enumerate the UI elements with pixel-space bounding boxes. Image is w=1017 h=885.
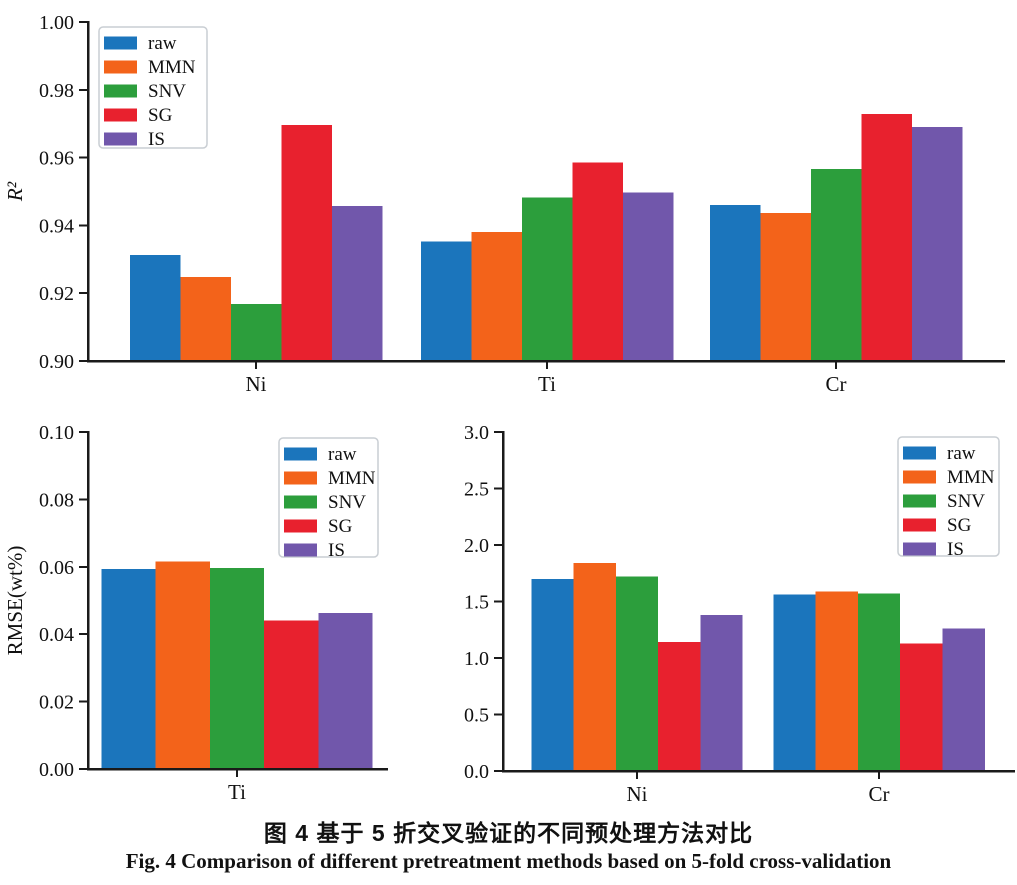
bar-SNV-Ti [209, 567, 265, 769]
bar-SNV-Cr [810, 168, 862, 361]
figure-caption-english: Fig. 4 Comparison of different pretreatm… [125, 849, 892, 873]
bar-SNV-Ni [615, 576, 659, 771]
bar-SNV-Ni [230, 304, 282, 361]
x-tick-label: Cr [869, 782, 890, 806]
legend-swatch-IS [284, 543, 317, 557]
bar-SG-Ni [658, 642, 701, 771]
legend-swatch-MMN [104, 60, 137, 74]
y-tick-label: 0.00 [39, 759, 74, 781]
y-tick-label: 1.5 [464, 592, 489, 614]
bar-MMN-Ni [180, 276, 231, 361]
bar-SG-Ti [264, 620, 319, 769]
legend-swatch-MMN [903, 470, 936, 484]
legend-label-SG: SG [947, 515, 972, 536]
legend-label-MMN: MMN [328, 468, 376, 489]
y-tick-label: 0.5 [464, 705, 489, 727]
legend-swatch-SNV [284, 495, 317, 509]
y-tick-label: 0.02 [39, 692, 74, 714]
bar-MMN-Cr [815, 591, 858, 771]
legend-swatch-IS [903, 542, 936, 556]
bar-MMN-Cr [760, 213, 811, 361]
y-tick-label: 1.0 [464, 648, 489, 670]
bar-SNV-Cr [857, 593, 901, 771]
bar-MMN-Ni [573, 563, 616, 771]
r2-bar-chart: Ni Ti Cr 0.90 0.92 0.94 0.96 0.98 1.00 R² raw MMN SN… [0, 5, 1017, 410]
y-tick-label: 0.90 [39, 351, 74, 373]
legend-label-IS: IS [148, 129, 165, 150]
bar-raw-Ni [129, 254, 181, 361]
bar-SG-Cr [861, 113, 912, 362]
legend-swatch-SG [284, 519, 317, 533]
y-tick-label: 3.0 [464, 422, 489, 444]
legend-label-SNV: SNV [328, 492, 366, 513]
bar-SNV-Ti [521, 197, 573, 361]
legend-swatch-IS [104, 132, 137, 146]
bar-SG-Ti [572, 162, 623, 361]
y-tick-label: 0.92 [39, 283, 74, 305]
y-axis-label: RMSE(wt%) [3, 546, 27, 656]
x-tick-label: Ti [538, 372, 556, 396]
y-tick-label: 1.00 [39, 12, 74, 34]
legend-label-IS: IS [328, 540, 345, 561]
r2-chart-svg: Ni Ti Cr 0.90 0.92 0.94 0.96 0.98 1.00 R² raw MMN SN… [3, 12, 1005, 396]
legend-label-MMN: MMN [947, 467, 995, 488]
legend-label-SG: SG [328, 516, 353, 537]
bar-MMN-Ti [471, 232, 522, 361]
legend-swatch-SNV [903, 494, 936, 508]
legend-label-raw: raw [947, 443, 976, 464]
x-tick-label: Ni [246, 372, 267, 396]
bar-raw-Ti [420, 241, 472, 361]
bar-raw-Ni [531, 578, 574, 771]
legend-swatch-SG [104, 108, 137, 122]
bar-MMN-Ti [155, 561, 210, 769]
y-tick-label: 0.06 [39, 557, 74, 579]
bar-raw-Ti [101, 568, 156, 769]
bar-IS-Ti [622, 192, 674, 361]
legend-swatch-raw [903, 446, 936, 460]
y-axis-label: R² [3, 181, 27, 202]
bar-IS-Ni [700, 615, 743, 771]
legend-swatch-raw [284, 447, 317, 461]
y-tick-label: 0.96 [39, 148, 74, 170]
legend-label-SNV: SNV [148, 81, 186, 102]
x-tick-label: Cr [826, 372, 847, 396]
bar-IS-Ni [331, 206, 383, 361]
bar-IS-Ti [318, 613, 373, 769]
legend-swatch-raw [104, 36, 137, 50]
bar-raw-Cr [709, 205, 761, 361]
y-tick-label: 0.04 [39, 624, 74, 646]
y-tick-label: 0.08 [39, 489, 74, 511]
y-tick-label: 0.0 [464, 761, 489, 783]
legend-swatch-SG [903, 518, 936, 532]
bar-raw-Cr [773, 594, 816, 771]
figure-caption-chinese: 图 4 基于 5 折交叉验证的不同预处理方法对比 [263, 820, 754, 846]
rmse-ni-cr-bar-chart: Ni Cr 0.0 0.5 1.0 1.5 2.0 2.5 3.0 raw MMN SNV SG IS [430, 415, 1017, 815]
bar-IS-Cr [942, 628, 985, 771]
y-tick-label: 0.94 [39, 215, 74, 237]
legend-label-raw: raw [148, 33, 177, 54]
rmse-ni-cr-chart-svg: Ni Cr 0.0 0.5 1.0 1.5 2.0 2.5 3.0 raw MMN SNV SG IS [464, 422, 1015, 806]
legend-label-MMN: MMN [148, 57, 196, 78]
legend-label-SG: SG [148, 105, 173, 126]
y-tick-label: 0.98 [39, 80, 74, 102]
y-tick-label: 0.10 [39, 422, 74, 444]
y-tick-label: 2.0 [464, 535, 489, 557]
rmse-ti-chart-svg: Ti 0.00 0.02 0.04 0.06 0.08 0.10 RMSE(wt%) raw MM… [3, 422, 388, 804]
x-tick-label: Ti [228, 780, 246, 804]
bar-SG-Ni [281, 125, 332, 361]
legend-label-IS: IS [947, 539, 964, 560]
x-tick-label: Ni [627, 782, 648, 806]
y-tick-label: 2.5 [464, 479, 489, 501]
legend-swatch-SNV [104, 84, 137, 98]
bar-IS-Cr [911, 127, 963, 361]
legend-label-SNV: SNV [947, 491, 985, 512]
bar-SG-Cr [900, 643, 943, 771]
rmse-ti-bar-chart: Ti 0.00 0.02 0.04 0.06 0.08 0.10 RMSE(wt%) raw MM… [0, 415, 430, 815]
legend-label-raw: raw [328, 444, 357, 465]
legend-swatch-MMN [284, 471, 317, 485]
